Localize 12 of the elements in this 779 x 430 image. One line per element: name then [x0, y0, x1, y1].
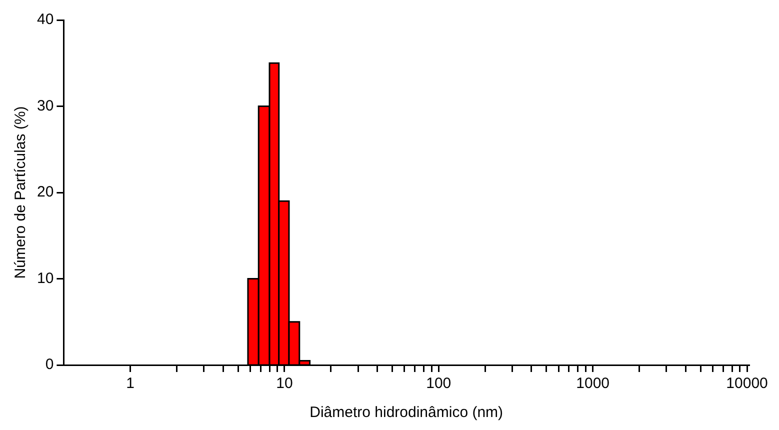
x-tick-label: 10 — [276, 375, 293, 392]
x-tick-label: 100 — [426, 375, 452, 392]
x-tick-label: 1000 — [576, 375, 610, 392]
y-tick-label: 0 — [45, 356, 54, 374]
x-tick-label: 1 — [126, 375, 134, 392]
y-tick-label: 40 — [36, 11, 54, 28]
x-axis-title: Diâmetro hidrodinâmico (nm) — [310, 404, 504, 422]
y-tick-label: 20 — [36, 184, 54, 201]
x-tick-label: 10000 — [726, 375, 768, 392]
y-tick-label: 10 — [36, 270, 54, 287]
y-axis-title: Número de Partículas (%) — [12, 106, 30, 279]
y-tick-label: 30 — [36, 97, 54, 114]
